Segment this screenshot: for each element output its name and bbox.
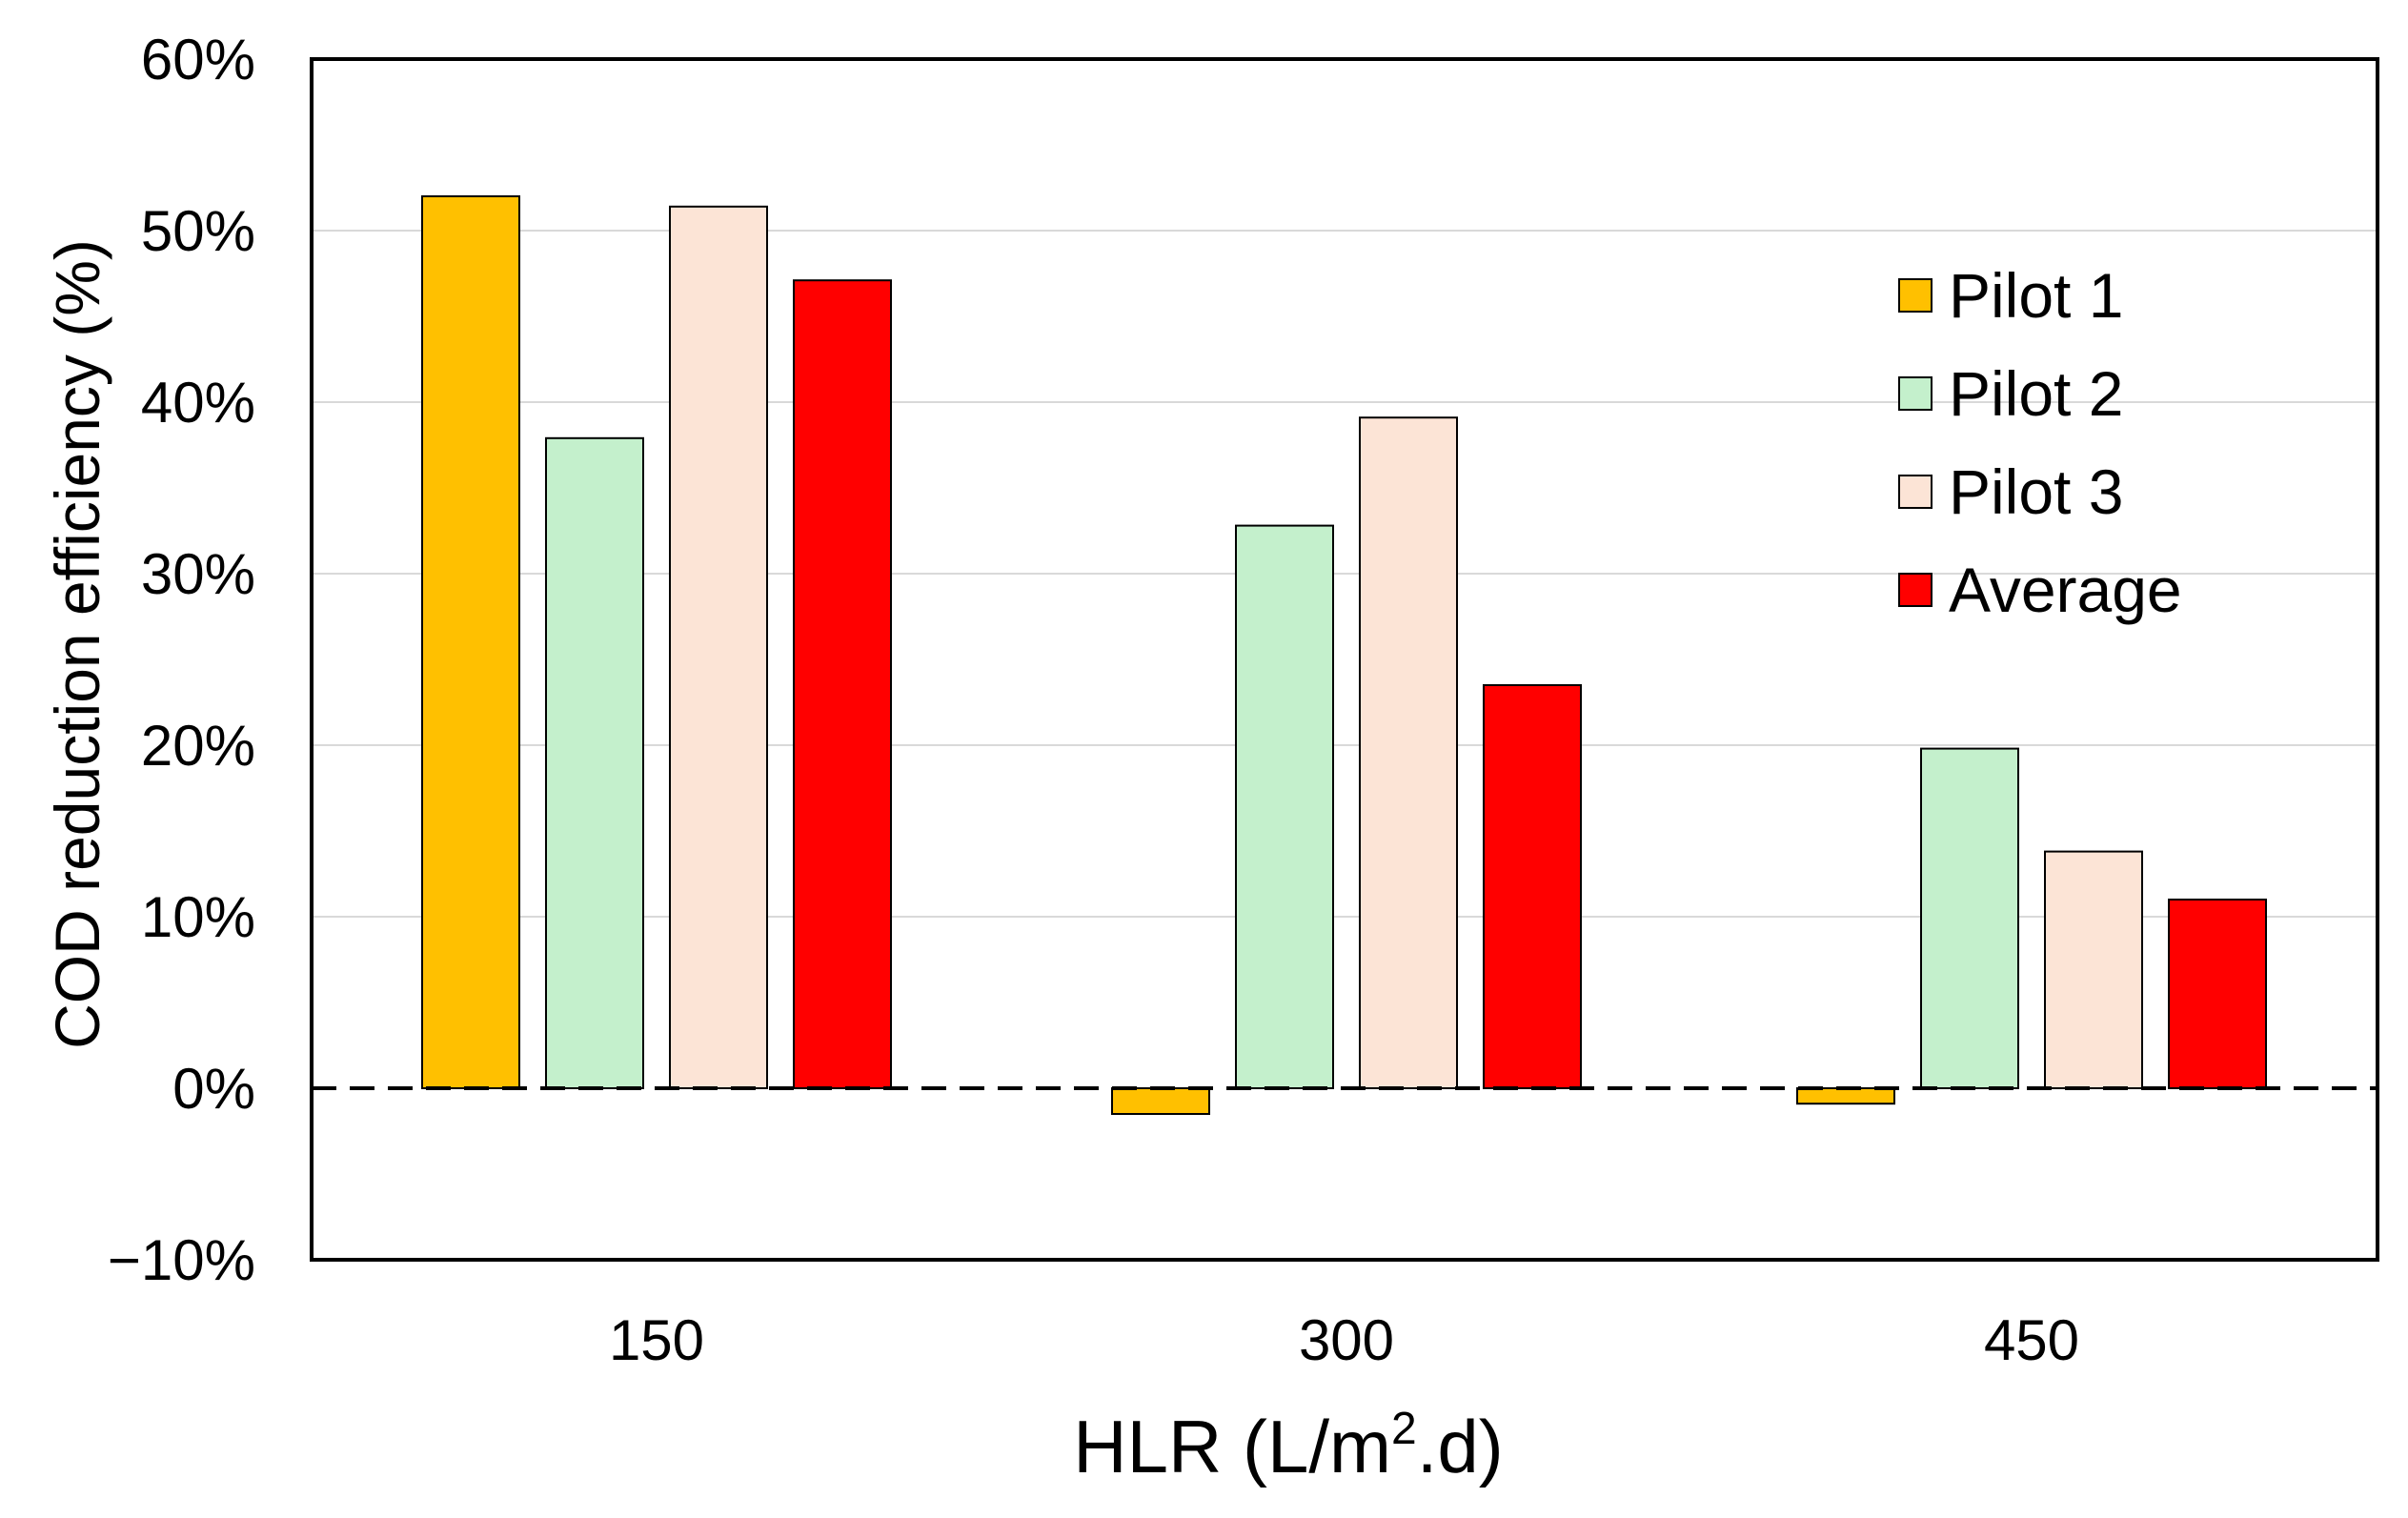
- y-tick-label-0: −10%: [108, 1228, 255, 1292]
- axes: [310, 57, 2379, 1262]
- legend-label-pilot-2: Pilot 2: [1949, 358, 2123, 429]
- bar-pilot-1-150: [421, 195, 520, 1089]
- y-tick-label-1: 0%: [172, 1057, 255, 1121]
- y-tick-label-7: 60%: [141, 28, 255, 91]
- legend-label-average: Average: [1949, 555, 2182, 625]
- bar-average-150: [793, 279, 892, 1089]
- x-axis-title: HLR (L/m2.d): [1073, 1404, 1503, 1488]
- legend-swatch-average: [1898, 573, 1932, 607]
- legend-label-pilot-1: Pilot 1: [1949, 260, 2123, 331]
- y-tick-label-6: 50%: [141, 199, 255, 263]
- y-tick-label-4: 30%: [141, 542, 255, 606]
- bar-average-450: [2168, 899, 2267, 1089]
- legend-label-pilot-3: Pilot 3: [1949, 456, 2123, 527]
- bar-average-300: [1483, 684, 1582, 1089]
- legend-swatch-pilot-2: [1898, 376, 1932, 411]
- bar-pilot-2-300: [1235, 524, 1334, 1089]
- x-axis-title-main: HLR (L/m: [1073, 1405, 1391, 1488]
- x-tick-label-300: 300: [1299, 1308, 1394, 1372]
- x-axis-title-tail: .d): [1417, 1405, 1504, 1488]
- bar-pilot-2-150: [545, 436, 644, 1089]
- bar-pilot-3-300: [1359, 416, 1458, 1089]
- y-tick-labels: −10% 0% 10% 20% 30% 40% 50% 60%: [108, 28, 255, 1292]
- y-tick-label-2: 10%: [141, 885, 255, 949]
- bars: [421, 195, 2267, 1115]
- bar-pilot-3-150: [669, 205, 768, 1090]
- y-tick-label-3: 20%: [141, 714, 255, 778]
- x-tick-label-150: 150: [609, 1308, 704, 1372]
- bar-pilot-2-450: [1920, 747, 2019, 1089]
- legend-swatch-pilot-3: [1898, 475, 1932, 509]
- legend: Pilot 1 Pilot 2 Pilot 3 Average: [1898, 260, 2182, 625]
- legend-swatch-pilot-1: [1898, 278, 1932, 313]
- plot-frame: [310, 57, 2379, 1262]
- bar-pilot-1-300: [1111, 1087, 1210, 1115]
- bar-pilot-1-450: [1796, 1087, 1895, 1105]
- bar-pilot-3-450: [2044, 850, 2143, 1089]
- y-tick-label-5: 40%: [141, 371, 255, 435]
- x-tick-labels: 150 300 450: [609, 1308, 2079, 1372]
- gridlines: [312, 230, 2378, 918]
- x-tick-label-450: 450: [1984, 1308, 2079, 1372]
- y-axis-title: COD reduction efficiency (%): [42, 239, 112, 1049]
- x-axis-title-superscript: 2: [1391, 1404, 1417, 1454]
